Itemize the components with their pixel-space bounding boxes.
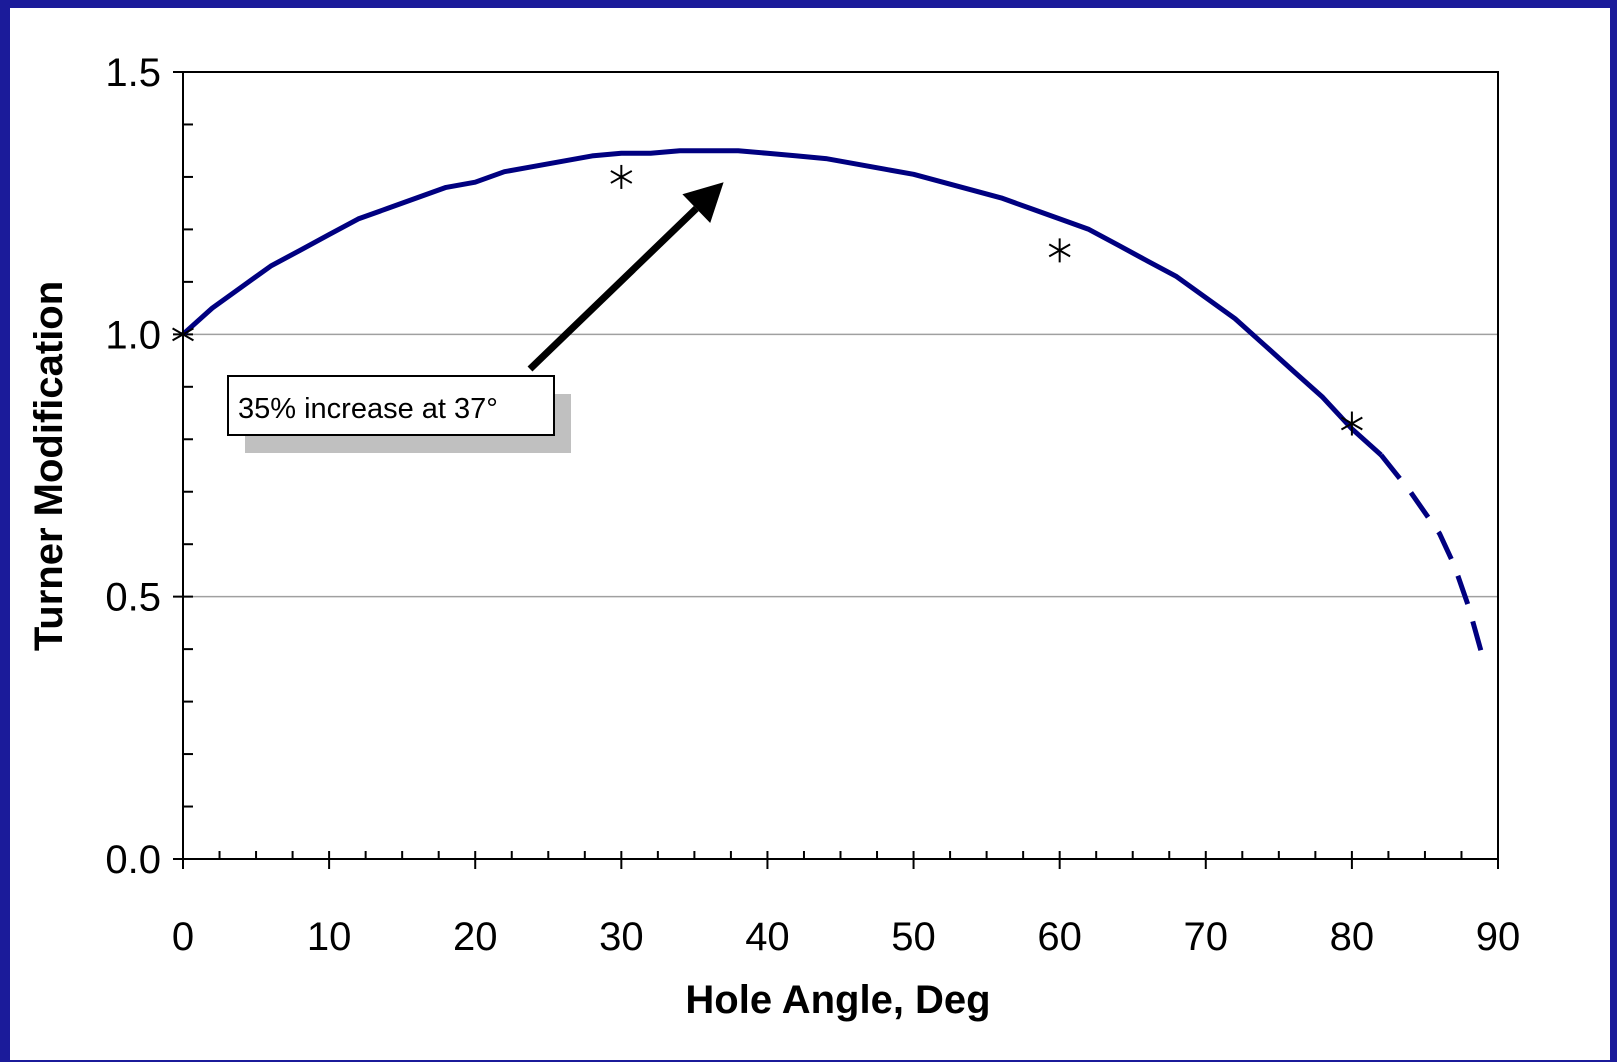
markers-group xyxy=(172,164,1363,436)
x-tick-label: 20 xyxy=(453,915,498,959)
x-tick-label: 80 xyxy=(1330,915,1375,959)
x-axis-title: Hole Angle, Deg xyxy=(685,978,990,1022)
marker-stroke xyxy=(172,327,194,342)
turner-modification-chart: 0.0 0.5 1.0 1.5 0 10 20 30 40 50 60 70 80 90 35% incr… xyxy=(27,51,1520,1022)
marker-stroke xyxy=(1340,416,1363,431)
gridlines xyxy=(183,333,1498,598)
annotation-group: 35% increase at 37° xyxy=(227,182,724,453)
y-tick-label: 0.0 xyxy=(105,838,161,882)
series-group xyxy=(181,148,1486,661)
axes xyxy=(182,71,1499,860)
marker-stroke xyxy=(610,170,633,184)
y-tick-label: 1.0 xyxy=(105,313,161,357)
y-tick-label: 0.5 xyxy=(105,576,161,620)
x-tick-label: 30 xyxy=(599,915,644,959)
annotation-text: 35% increase at 37° xyxy=(238,393,498,425)
y-axis-title: Turner Modification xyxy=(27,281,71,651)
fitted-curve xyxy=(181,148,1383,457)
x-tick-label: 60 xyxy=(1037,915,1082,959)
x-tick-label: 90 xyxy=(1476,915,1521,959)
x-tick-label: 0 xyxy=(172,915,194,959)
ticks: 0.0 0.5 1.0 1.5 0 10 20 30 40 50 60 70 80 90 xyxy=(105,51,1520,959)
marker-stroke xyxy=(1048,243,1071,258)
chart-frame: 0.0 0.5 1.0 1.5 0 10 20 30 40 50 60 70 80 90 35% incr… xyxy=(10,8,1610,1060)
y-tick-label: 1.5 xyxy=(105,51,161,95)
plot-area-border xyxy=(182,71,1499,860)
data-point-marker xyxy=(1048,238,1071,263)
arrow-head xyxy=(682,182,724,223)
extrapolated-curve xyxy=(1379,453,1486,661)
arrow-shaft xyxy=(527,206,699,372)
data-point-marker xyxy=(172,322,194,347)
x-tick-label: 10 xyxy=(307,915,352,959)
x-tick-label: 70 xyxy=(1184,915,1229,959)
annotation-arrow xyxy=(527,182,724,372)
x-tick-label: 50 xyxy=(891,915,936,959)
x-tick-label: 40 xyxy=(745,915,790,959)
data-point-marker xyxy=(610,164,633,189)
annotation-box xyxy=(227,375,555,436)
data-point-marker xyxy=(1340,411,1363,436)
